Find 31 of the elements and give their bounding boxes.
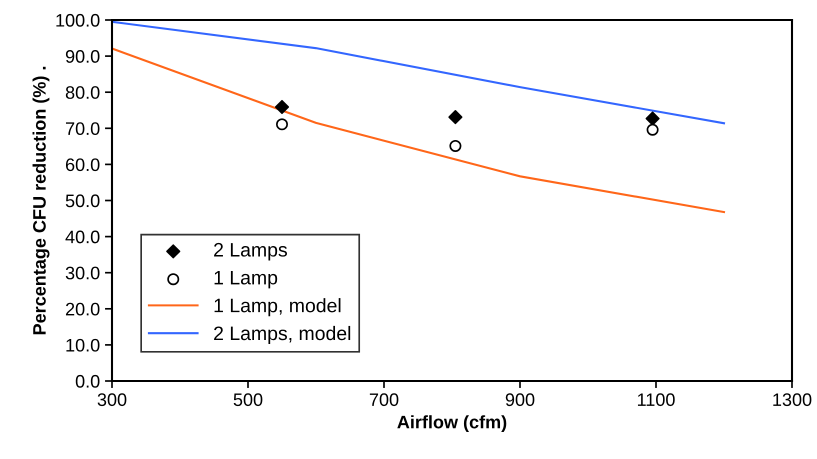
point	[646, 124, 659, 136]
x-axis-title: Airflow (cfm)	[397, 415, 506, 432]
line-series	[112, 20, 726, 124]
y-tick-label: 70.0	[66, 122, 100, 136]
x-tick-label: 1300	[773, 393, 812, 406]
x-tick-label: 300	[98, 393, 126, 406]
y-tick-label: 50.0	[66, 194, 100, 208]
x-tick-label: 700	[370, 393, 398, 406]
point	[646, 112, 660, 126]
x-tick-label: 500	[234, 393, 262, 406]
y-axis-title: Percentage CFU reduction (%) .	[32, 66, 50, 334]
point	[274, 100, 290, 114]
legend-label: 2 Lamps, model	[214, 326, 350, 344]
legend-label: 1 Lamp, model	[214, 298, 340, 316]
x-tick-label: 900	[506, 393, 534, 406]
point	[448, 110, 462, 124]
y-tick-label: 30.0	[66, 266, 100, 280]
x-tick-label: 1100	[638, 393, 675, 406]
y-tick-label: 80.0	[66, 86, 100, 99]
y-tick-label: 10.0	[66, 338, 100, 352]
y-tick-label: 20.0	[66, 302, 100, 316]
point	[449, 140, 462, 152]
y-tick-label: 90.0	[66, 50, 100, 63]
y-tick-label: 100.0	[56, 14, 100, 27]
legend-label: 1 Lamp	[214, 270, 278, 288]
point	[276, 118, 288, 130]
y-tick-label: 0.0	[76, 374, 100, 388]
legend-label: 2 Lamps	[214, 242, 287, 261]
line-series	[112, 47, 726, 214]
y-tick-label: 40.0	[65, 230, 100, 244]
y-tick-label: 60.0	[66, 158, 100, 172]
